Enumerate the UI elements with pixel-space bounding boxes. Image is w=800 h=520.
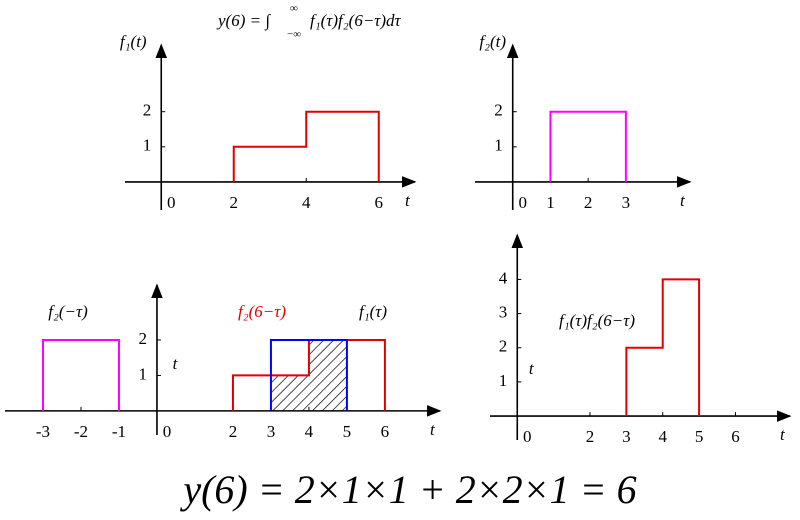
footer-formula: y(6) = 2×1×1 + 2×2×1 = 6 xyxy=(179,467,636,512)
y-axis-label: f₂(t) xyxy=(479,32,506,51)
y-tick-label: 2 xyxy=(138,329,147,348)
x-tick-label: 6 xyxy=(375,193,384,212)
x-tick-label: 2 xyxy=(229,422,238,441)
x-tick-label: 3 xyxy=(267,422,276,441)
y-tick-label: 2 xyxy=(494,101,503,120)
y-axis-label: t xyxy=(173,354,179,373)
step-line xyxy=(232,110,380,182)
series-label: f₂(6−τ) xyxy=(238,302,286,321)
x-tick-label: 4 xyxy=(302,193,311,212)
series-label: f₂(−τ) xyxy=(48,302,88,321)
header-formula: y(6) = ∫ xyxy=(216,11,271,31)
y-tick-label: 1 xyxy=(494,136,503,155)
x-tick-label: 3 xyxy=(622,193,631,212)
x-axis-label: t xyxy=(780,425,786,444)
step-line xyxy=(269,338,348,411)
y-tick-label: 1 xyxy=(138,364,147,383)
step-line xyxy=(549,110,627,182)
integral-upper: ∞ xyxy=(290,3,298,15)
header-integrand: f₁(τ)f₂(6−τ)dτ xyxy=(310,11,402,30)
y-axis-label: f₁(t) xyxy=(120,32,147,51)
x-tick-label: 6 xyxy=(381,422,390,441)
x-tick-label: 6 xyxy=(731,427,740,446)
x-tick-label: 2 xyxy=(586,427,595,446)
x-tick-label: 0 xyxy=(518,193,527,212)
x-tick-label: 1 xyxy=(546,193,555,212)
annotation: f₁(τ)f₂(6−τ) xyxy=(559,311,635,330)
x-tick-label: 4 xyxy=(305,422,314,441)
x-tick-label: 0 xyxy=(163,422,172,441)
step-line xyxy=(231,338,386,411)
x-tick-label: 3 xyxy=(622,427,631,446)
x-axis-label: t xyxy=(430,420,436,439)
y-tick-label: 1 xyxy=(499,371,508,390)
x-tick-label: -1 xyxy=(112,422,126,441)
x-tick-label: -3 xyxy=(36,422,50,441)
x-axis-label: t xyxy=(405,191,411,210)
x-tick-label: 2 xyxy=(584,193,593,212)
y-tick-label: 3 xyxy=(499,302,508,321)
x-tick-label: 0 xyxy=(523,427,532,446)
x-tick-label: -2 xyxy=(74,422,88,441)
step-line xyxy=(625,278,701,417)
x-tick-label: 2 xyxy=(230,193,239,212)
y-tick-label: 2 xyxy=(499,337,508,356)
x-tick-label: 5 xyxy=(343,422,352,441)
x-tick-label: 5 xyxy=(695,427,704,446)
series-label: f₁(τ) xyxy=(359,302,387,321)
y-tick-label: 1 xyxy=(143,136,152,155)
y-tick-label: 2 xyxy=(143,101,152,120)
integral-lower: −∞ xyxy=(287,29,301,41)
x-tick-label: 4 xyxy=(658,427,667,446)
x-tick-label: 0 xyxy=(167,193,176,212)
step-line xyxy=(41,338,120,411)
x-axis-label: t xyxy=(680,191,686,210)
y-tick-label: 4 xyxy=(499,268,508,287)
y-axis-label: t xyxy=(529,359,535,378)
